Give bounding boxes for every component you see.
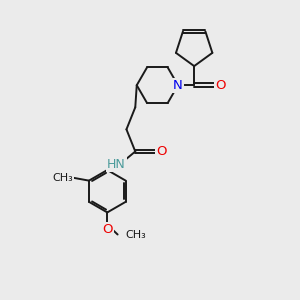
Text: CH₃: CH₃	[125, 230, 146, 239]
Text: N: N	[173, 79, 183, 92]
Text: O: O	[156, 145, 166, 158]
Text: O: O	[102, 223, 112, 236]
Text: CH₃: CH₃	[52, 173, 73, 183]
Text: HN: HN	[107, 158, 125, 171]
Text: O: O	[215, 79, 225, 92]
